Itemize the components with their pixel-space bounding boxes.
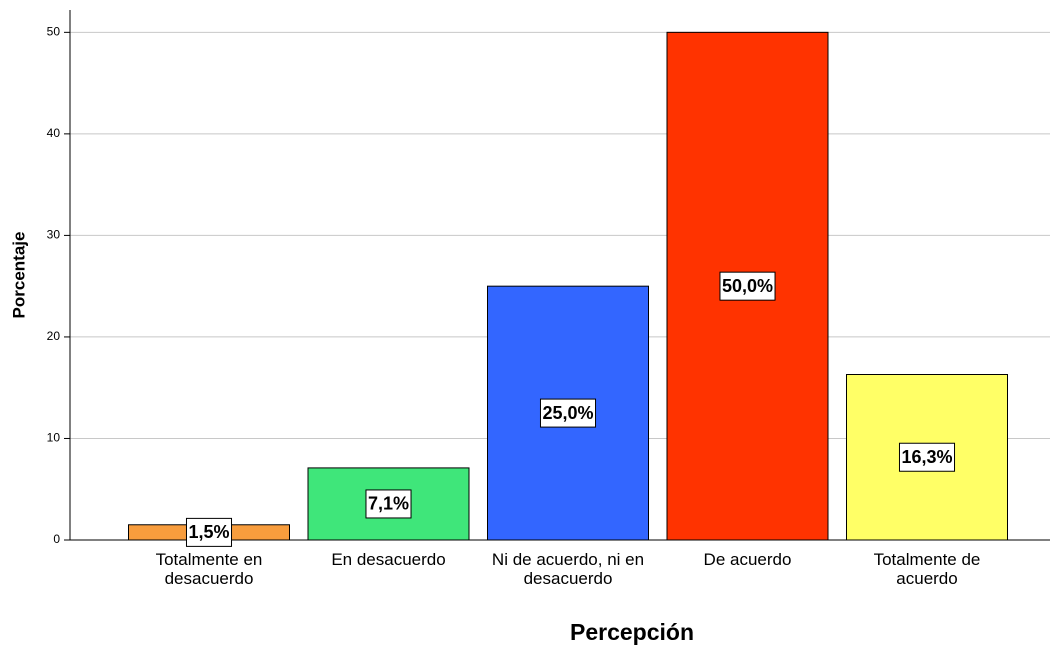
y-tick-label: 30 [47,228,61,242]
y-axis-title: Porcentaje [9,232,28,319]
y-tick-label: 50 [47,25,61,39]
value-label: 16,3% [901,447,952,467]
x-axis-title: Percepción [570,619,694,645]
y-tick-label: 20 [47,329,61,343]
x-tick-label: Totalmente de acuerdo [873,550,981,588]
value-label-box [539,398,597,428]
y-tick-label: 10 [47,431,61,445]
value-label-box [185,517,233,547]
x-tick-label: Ni de acuerdo, ni en desacuerdo [491,550,645,588]
value-label-box [365,489,412,519]
value-label: 1,5% [188,522,229,542]
value-label: 25,0% [542,403,593,423]
value-label: 7,1% [368,494,409,514]
x-tick-label: Totalmente en desacuerdo [155,550,263,588]
y-tick-label: 0 [53,532,60,546]
x-tick-label: De acuerdo [703,550,792,569]
value-label: 50,0% [722,276,773,296]
value-label-box [719,271,776,301]
y-tick-label: 40 [47,126,61,140]
x-tick-label: En desacuerdo [331,550,446,569]
value-label-box [898,442,956,472]
